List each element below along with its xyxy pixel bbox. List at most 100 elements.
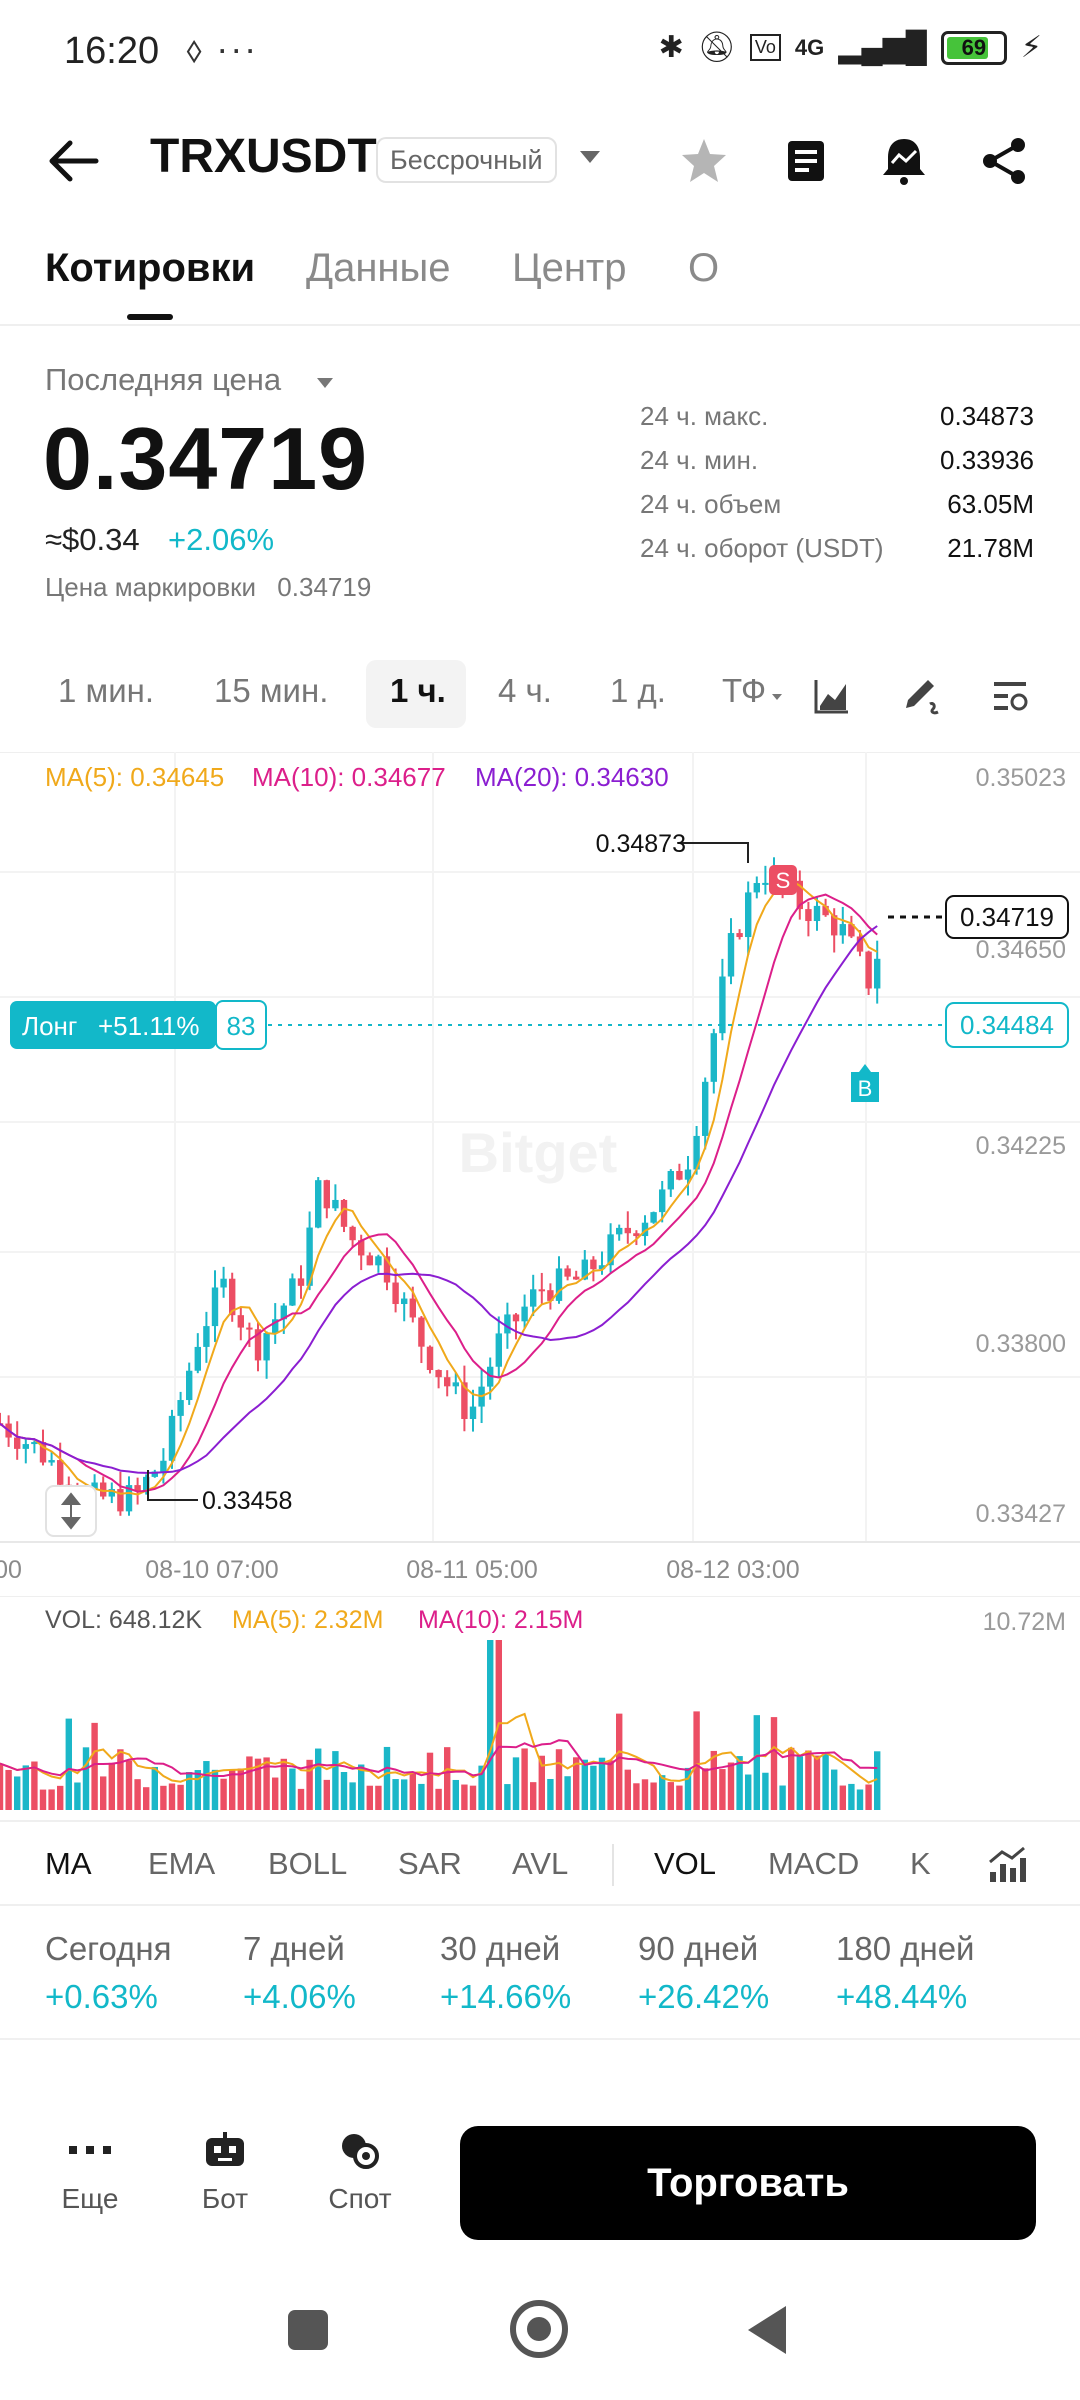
status-bar: 16:20 ⬨ ··· ✱ 🔕︎ Vo 4G ▂▄▆█ 69 ⚡︎ (0, 0, 1080, 105)
perf-today-label: Сегодня (45, 1930, 172, 1967)
volume-chart[interactable]: VOL: 648.12K MA(5): 2.32M MA(10): 2.15M … (0, 1596, 1080, 1816)
current-price-value: 0.34719 (960, 902, 1054, 932)
sell-marker[interactable] (769, 865, 797, 895)
volume-bar (848, 1783, 855, 1810)
chevron-down-icon[interactable] (317, 378, 333, 388)
volume-bar (332, 1751, 339, 1810)
chevron-down-icon[interactable] (772, 694, 782, 700)
vol-ma5-legend: MA(5): 2.32M (232, 1606, 383, 1634)
candle-body (607, 1234, 614, 1266)
interval-1h[interactable]: 1 ч. (390, 672, 446, 709)
volume-bar (392, 1779, 399, 1810)
y-tick: 0.34225 (976, 1132, 1066, 1160)
more-button[interactable]: Еще (35, 2130, 145, 2215)
orderbook-icon[interactable] (778, 133, 834, 189)
interval-1d[interactable]: 1 д. (610, 672, 666, 709)
volume-bar (753, 1715, 760, 1810)
ma10-line (0, 893, 878, 1493)
volume-bar (177, 1784, 184, 1810)
price-alert-icon[interactable] (876, 133, 932, 189)
volume-bar (487, 1640, 494, 1810)
candle-body (349, 1226, 356, 1241)
more-label: Еще (61, 2183, 119, 2214)
recents-nav-icon[interactable] (288, 2310, 328, 2350)
candle-body (469, 1406, 477, 1420)
interval-15m[interactable]: 15 мин. (214, 672, 329, 709)
last-price-label[interactable]: Последняя цена (45, 362, 282, 397)
candle-body (125, 1485, 133, 1512)
candle-body (753, 883, 760, 893)
candle-body (272, 1319, 279, 1334)
bluetooth-icon: ✱ (658, 31, 684, 64)
pair-title[interactable]: TRXUSDT (150, 130, 377, 183)
indicator-macd[interactable]: MACD (768, 1846, 860, 1881)
volume-bar (100, 1776, 107, 1810)
volume-bar (315, 1748, 322, 1810)
tab-about[interactable]: О (688, 246, 720, 290)
volume-bar (143, 1787, 150, 1810)
header: TRXUSDT Бессрочный (0, 115, 1080, 205)
draw-tool-icon[interactable] (900, 674, 944, 718)
volume-bar (246, 1756, 253, 1810)
signal-icon: ▂▄▆█ (838, 31, 927, 64)
indicator-settings-icon[interactable] (986, 1844, 1028, 1886)
home-nav-icon[interactable] (510, 2300, 568, 2358)
volume-bar (31, 1761, 38, 1810)
indicator-avl[interactable]: AVL (512, 1846, 569, 1881)
trade-button[interactable]: Торговать (460, 2126, 1036, 2240)
volume-bar (856, 1789, 864, 1810)
volume-bar (779, 1785, 786, 1810)
indicator-boll[interactable]: BOLL (268, 1846, 348, 1881)
volume-bar (478, 1765, 485, 1810)
candle-body (598, 1265, 606, 1270)
battery-icon: 69 (940, 30, 1007, 65)
x-tick: 08-10 07:00 (145, 1556, 278, 1584)
contract-type-badge[interactable]: Бессрочный (376, 137, 557, 183)
candle-body (237, 1315, 244, 1328)
star-icon[interactable] (676, 133, 732, 189)
chart-type-icon[interactable] (812, 676, 852, 716)
interval-1m[interactable]: 1 мин. (58, 672, 155, 709)
back-nav-icon[interactable] (748, 2306, 786, 2354)
share-icon[interactable] (976, 133, 1032, 189)
candle-body (323, 1180, 330, 1209)
tab-data[interactable]: Данные (306, 246, 451, 290)
interval-4h[interactable]: 4 ч. (498, 672, 552, 709)
vol-legend: VOL: 648.12K (45, 1606, 202, 1634)
indicator-sar[interactable]: SAR (398, 1846, 462, 1881)
status-extra: ⬨ ··· (186, 28, 259, 69)
volume-bar (693, 1711, 700, 1810)
tab-center[interactable]: Центр (512, 246, 627, 290)
volume-bar (74, 1782, 81, 1810)
coins-icon (342, 2134, 379, 2169)
indicator-divider (612, 1844, 614, 1886)
bot-button[interactable]: Бот (170, 2130, 280, 2215)
candle-body (650, 1212, 657, 1223)
candle-body (865, 951, 872, 989)
candle-body (435, 1370, 442, 1378)
candle-body (401, 1298, 408, 1305)
indicator-vol[interactable]: VOL (654, 1846, 717, 1881)
chevron-down-icon[interactable] (580, 151, 600, 163)
candle-body (874, 958, 881, 989)
buy-marker[interactable] (851, 1064, 879, 1102)
spot-button[interactable]: Спот (305, 2130, 415, 2215)
position-badge[interactable] (10, 1001, 216, 1049)
tab-quotes[interactable]: Котировки (45, 246, 256, 290)
back-arrow-icon[interactable] (44, 133, 100, 189)
price-chart[interactable]: Bitget MA(5): 0.34645 MA(10): 0.34677 MA… (0, 752, 1080, 1592)
candle-body (676, 1171, 683, 1180)
status-icons: ✱ 🔕︎ Vo 4G ▂▄▆█ 69 ⚡︎ (659, 30, 1042, 65)
perf-30d-value: +14.66% (440, 1978, 572, 2015)
stat-low-value: 0.33936 (940, 445, 1034, 475)
chart-settings-icon[interactable] (990, 676, 1030, 716)
candle-body (48, 1460, 55, 1463)
candle-body (297, 1278, 305, 1286)
low-annotation: 0.33458 (202, 1487, 292, 1515)
interval-timeframe[interactable]: ТФ (722, 672, 767, 709)
candle-body (254, 1329, 262, 1361)
volume-bar (211, 1769, 219, 1810)
indicator-ema[interactable]: EMA (148, 1846, 216, 1881)
indicator-ma[interactable]: MA (45, 1846, 92, 1881)
indicator-k[interactable]: K (910, 1846, 931, 1881)
